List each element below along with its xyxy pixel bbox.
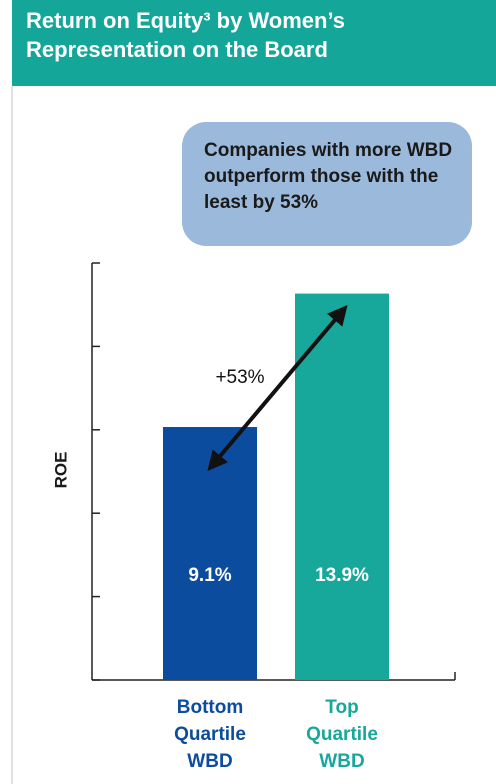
value-label: 9.1% xyxy=(188,565,231,586)
arrow-label: +53% xyxy=(215,367,264,388)
x-tick-label: Top Quartile WBD xyxy=(306,697,378,772)
x-tick-label: Bottom Quartile WBD xyxy=(174,697,246,772)
chart-title: Return on Equity³ by Women’s Representat… xyxy=(26,8,346,62)
value-label: 13.9% xyxy=(315,565,369,586)
arrow xyxy=(207,304,348,472)
header-band xyxy=(12,0,496,86)
y-axis-label: ROE xyxy=(51,452,70,489)
annotation-box: Companies with more WBD outperform those… xyxy=(182,122,472,246)
